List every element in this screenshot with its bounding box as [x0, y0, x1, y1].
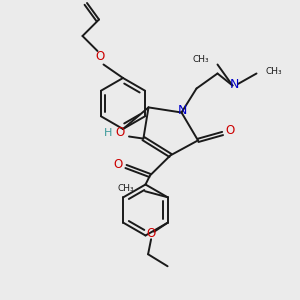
Text: H: H: [104, 128, 112, 138]
Text: N: N: [177, 104, 187, 117]
Text: O: O: [226, 124, 235, 137]
Text: O: O: [96, 50, 105, 64]
Text: O: O: [116, 126, 124, 140]
Text: N: N: [230, 77, 240, 91]
Text: CH₃: CH₃: [118, 184, 135, 193]
Text: O: O: [146, 227, 156, 240]
Text: CH₃: CH₃: [266, 67, 282, 76]
Text: O: O: [114, 158, 123, 172]
Text: CH₃: CH₃: [193, 56, 209, 64]
